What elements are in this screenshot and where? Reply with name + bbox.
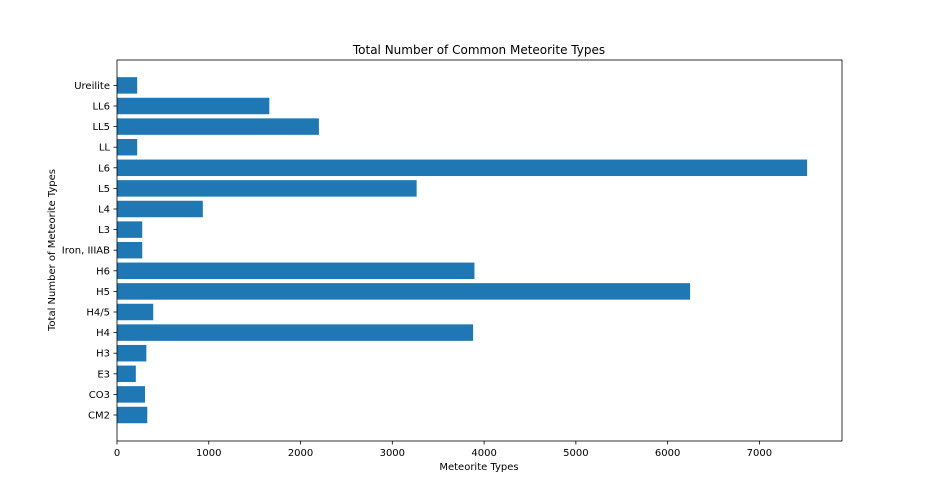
bar-h6 [117,262,475,280]
bar-h4-5 [117,303,154,321]
y-tick-label: Iron, IIIAB [62,246,110,257]
x-tick-label: 2000 [288,448,313,459]
plot-frame [116,59,843,442]
y-axis-ticks: CM2 CO3 E3 H3 H4 H4/5 H5 H6 Iron, IIIAB L3 L4 L5 L6 L… [62,81,117,422]
y-tick-label: LL [99,143,111,154]
y-tick-label: L6 [98,163,110,174]
bar-ll [117,138,138,156]
y-tick-label: H4/5 [86,308,110,319]
bar-l6 [117,159,808,177]
y-tick-label: CO3 [89,390,110,401]
y-tick-label: H5 [96,287,110,298]
y-axis-label: Total Number of Meteorite Types [47,169,58,332]
x-tick-label: 7000 [747,448,772,459]
bar-ll6 [117,97,270,115]
y-tick-label: LL6 [92,102,110,113]
x-tick-label: 6000 [655,448,680,459]
y-tick-label: H6 [96,266,110,277]
x-tick-label: 1000 [196,448,221,459]
bar-co3 [117,386,145,403]
bar-ureilite [117,77,138,94]
bar-iron-iiiab [117,241,143,259]
x-axis-label: Meteorite Types [439,462,518,473]
bar-h3 [117,344,147,362]
x-tick-label: 0 [114,448,120,459]
bar-ll5 [117,118,319,135]
x-axis-ticks: 0 1000 2000 3000 4000 5000 6000 7000 [114,441,772,459]
y-tick-label: L5 [98,184,110,195]
x-tick-label: 5000 [563,448,588,459]
y-tick-label: Ureilite [74,81,110,92]
bar-h5 [117,283,691,300]
bars-group [117,77,808,424]
y-tick-label: L4 [98,205,110,216]
bar-l5 [117,180,417,197]
y-tick-label: LL5 [92,122,110,133]
y-tick-label: H4 [96,328,110,339]
y-tick-label: CM2 [88,411,110,422]
x-tick-label: 3000 [380,448,405,459]
chart-title: Total Number of Common Meteorite Types [352,43,605,57]
bar-l4 [117,200,203,218]
bar-h4 [117,324,474,341]
x-tick-label: 4000 [471,448,496,459]
y-tick-label: L3 [98,225,110,236]
bar-cm2 [117,406,148,424]
bar-l3 [117,221,143,238]
bar-e3 [117,365,136,383]
y-tick-label: E3 [97,369,110,380]
y-tick-label: H3 [96,349,110,360]
